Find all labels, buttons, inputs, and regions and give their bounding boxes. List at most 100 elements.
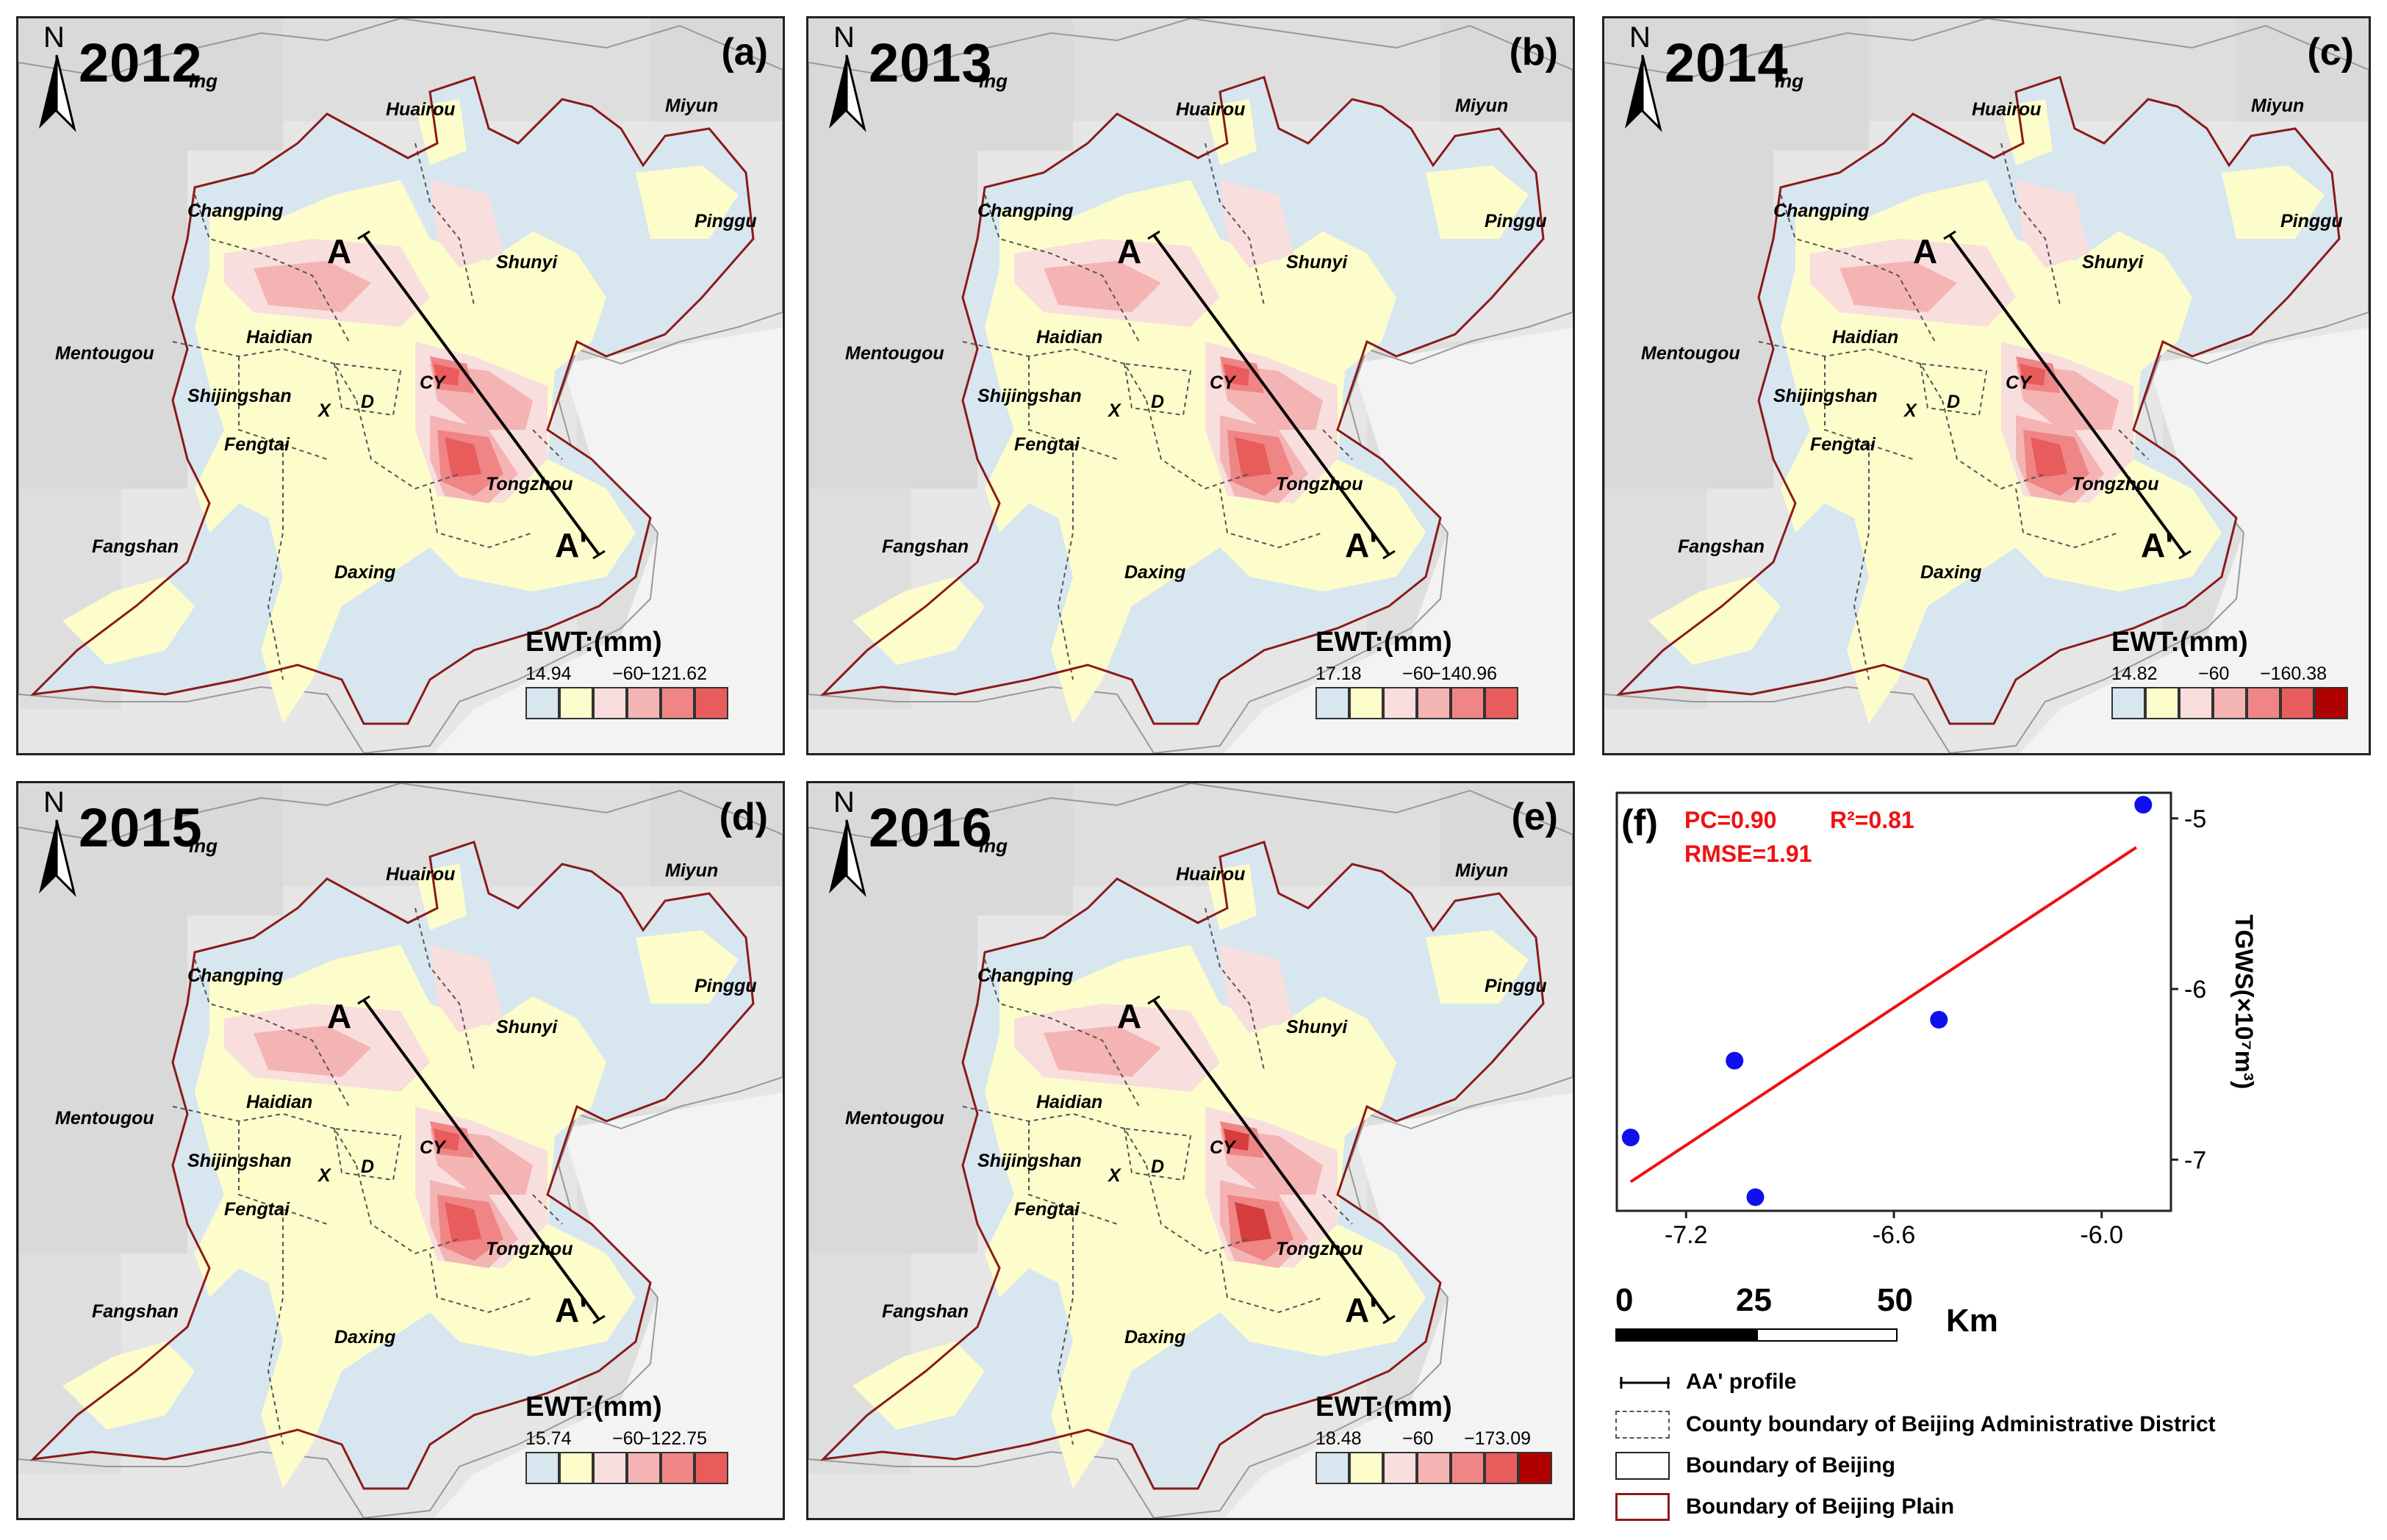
scale-unit: Km xyxy=(1946,1303,1998,1339)
ewt-legend-class xyxy=(2314,687,2348,719)
ewt-legend-min: 17.18 xyxy=(1315,663,1362,684)
legend: AA' profile County boundary of Beijing A… xyxy=(1615,1361,2350,1530)
ewt-zone-yellow xyxy=(852,1342,985,1430)
panel-label: (b) xyxy=(1509,31,1558,73)
ewt-legend-mid: −60 xyxy=(612,663,644,684)
county-boundary xyxy=(1780,194,1936,342)
ewt-legend-class xyxy=(1485,1452,1518,1484)
y-tick-label: -6 xyxy=(2184,976,2206,1004)
profile-tick-start xyxy=(1147,230,1160,240)
ewt-zone-pink1 xyxy=(430,180,503,268)
ewt-legend-class xyxy=(1315,687,1349,719)
district-label-shijingshan: Shijingshan xyxy=(977,386,1082,406)
district-label-huairou: Huairou xyxy=(386,99,456,120)
county-boundary xyxy=(429,1253,534,1314)
north-label: N xyxy=(833,21,855,54)
x-tick-label: -6.6 xyxy=(1873,1221,1916,1249)
district-label-mentougou: Mentougou xyxy=(55,343,154,364)
district-label-fangshan: Fangshan xyxy=(92,1301,179,1322)
legend-plain-label: Boundary of Beijing Plain xyxy=(1686,1494,1955,1519)
district-label-changping: Changping xyxy=(977,201,1074,221)
county-boundary xyxy=(532,1194,563,1225)
county-boundary xyxy=(1057,1209,1074,1445)
map-panel-2016: N 2016 ing (e) Huairou Miyun Changping Pinggu Sh… xyxy=(806,781,1575,1520)
year-title: 2015 xyxy=(79,797,203,858)
y-tick-label: -7 xyxy=(2184,1146,2206,1174)
terrain-patch xyxy=(1440,18,1573,121)
ewt-zone-red2 xyxy=(1224,364,1249,386)
ewt-legend-title: EWT:(mm) xyxy=(525,627,662,658)
x-tick-label: -7.2 xyxy=(1665,1221,1708,1249)
district-label-x: X xyxy=(318,400,331,421)
ewt-zone-red2 xyxy=(1235,437,1271,478)
scatter-point xyxy=(1746,1188,1765,1206)
district-label-huairou: Huairou xyxy=(386,864,456,885)
scatter-point xyxy=(2134,796,2153,814)
ewt-legend-class xyxy=(1451,1452,1485,1484)
ewt-zone-red2 xyxy=(2031,437,2067,478)
profile-line xyxy=(1152,234,1390,556)
district-label-d: D xyxy=(1151,1156,1165,1177)
district-label-fangshan: Fangshan xyxy=(882,536,969,557)
year-suffix: ing xyxy=(189,70,218,92)
county-boundary xyxy=(414,907,475,1071)
ewt-legend-class xyxy=(694,1452,728,1484)
ewt-legend-max: −160.38 xyxy=(2260,663,2327,684)
district-label-cy: CY xyxy=(420,1137,445,1158)
beijing-boundary xyxy=(1604,18,2369,753)
county-boundary xyxy=(2015,488,2119,549)
district-label-daxing: Daxing xyxy=(334,562,396,583)
ewt-zone-red2 xyxy=(2020,364,2045,386)
outside-area xyxy=(434,1092,783,1518)
north-arrow-icon xyxy=(829,54,866,132)
ewt-zone-yellow xyxy=(62,1342,195,1430)
ewt-legend-min: 15.74 xyxy=(525,1428,572,1449)
district-label-changping: Changping xyxy=(977,965,1074,986)
ewt-legend-class xyxy=(2280,687,2314,719)
terrain-patch xyxy=(1604,121,1773,489)
ewt-legend-class xyxy=(661,687,694,719)
district-label-daxing: Daxing xyxy=(1124,562,1186,583)
scale-bar-black xyxy=(1615,1328,1758,1342)
ewt-zone-red2 xyxy=(1235,1202,1271,1242)
district-label-tongzhou: Tongzhou xyxy=(1276,1239,1363,1259)
terrain-patch xyxy=(2236,18,2369,121)
legend-beijing-label: Boundary of Beijing xyxy=(1686,1453,1895,1478)
county-boundary-swatch xyxy=(1615,1411,1670,1439)
ewt-legend-class xyxy=(1451,687,1485,719)
district-label-pinggu: Pinggu xyxy=(2280,211,2343,231)
district-label-fengtai: Fengtai xyxy=(1810,434,1876,455)
plain-boundary xyxy=(819,76,1545,725)
scale-label-0: 0 xyxy=(1615,1282,1634,1318)
terrain-patch xyxy=(1440,783,1573,886)
district-label-miyun: Miyun xyxy=(1455,96,1509,116)
ewt-zone-yellow xyxy=(1426,165,1529,239)
plot-area xyxy=(1615,791,2172,1212)
district-label-changping: Changping xyxy=(187,965,284,986)
profile-start-label: A xyxy=(1913,232,1938,270)
district-label-mentougou: Mentougou xyxy=(1641,343,1740,364)
ewt-zone-pink2 xyxy=(254,1026,371,1077)
profile-end-label: A' xyxy=(1345,1291,1378,1329)
year-title: 2012 xyxy=(79,32,203,93)
ewt-legend-title: EWT:(mm) xyxy=(525,1392,662,1422)
profile-tick-end xyxy=(592,1314,606,1325)
ewt-legend-class xyxy=(1315,1452,1349,1484)
ewt-legend-mid: −60 xyxy=(2198,663,2230,684)
year-title: 2016 xyxy=(869,797,993,858)
beijing-boundary xyxy=(18,18,783,753)
map-canvas xyxy=(808,783,1573,1518)
ewt-zone-pink1 xyxy=(2016,180,2089,268)
district-label-shunyi: Shunyi xyxy=(496,1017,558,1037)
county-boundary xyxy=(1028,356,1118,460)
district-label-haidian: Haidian xyxy=(246,327,313,348)
terrain-patch xyxy=(18,121,187,489)
county-boundary xyxy=(1205,907,1265,1071)
terrain-patch xyxy=(650,18,783,121)
district-label-d: D xyxy=(361,1156,375,1177)
ewt-zone-red2 xyxy=(445,1202,481,1242)
annotation-r2: R²=0.81 xyxy=(1830,807,1914,833)
ewt-zone-yellow xyxy=(2222,165,2325,239)
ewt-legend-class xyxy=(2179,687,2213,719)
profile-line xyxy=(1948,234,2186,556)
